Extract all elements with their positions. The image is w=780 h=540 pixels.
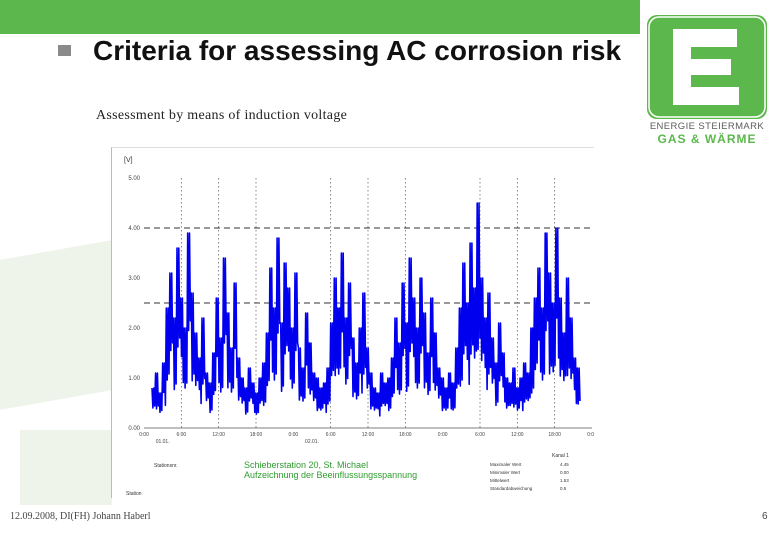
y-axis-ticks: 5.00 4.00 3.00 2.00 1.00 0.00 [128, 176, 140, 432]
footer-date-author: 12.09.2008, DI(FH) Johann Haberl [10, 511, 151, 522]
x-tick-label: 12:00 [511, 432, 524, 438]
background-shape [0, 240, 112, 410]
chart-series [151, 202, 581, 417]
series-line [151, 202, 581, 417]
bullet-square-icon [58, 45, 71, 56]
logo-text-line1: ENERGIE STEIERMARK [649, 121, 765, 132]
induction-voltage-chart: [V] 5.00 4.00 3.00 2.00 1.00 0.00 0:00 6:00 12:… [124, 157, 597, 497]
y-tick-label: 2.00 [128, 326, 140, 332]
x-tick-label: 6:00 [475, 432, 485, 438]
e-logo-icon [648, 16, 766, 118]
y-tick-label: 1.00 [128, 376, 140, 382]
x-tick-label: 12:00 [212, 432, 225, 438]
chart-frame: [V] 5.00 4.00 3.00 2.00 1.00 0.00 0:00 6:00 12:… [111, 147, 597, 498]
statistics-table: Kanal 1 Maximaler Wert 4.45 Minimaler Wert 0… [490, 453, 569, 491]
x-date-label: 01.01. [156, 439, 170, 445]
x-tick-label: 0:00 [438, 432, 448, 438]
background-shape [20, 430, 112, 505]
chart-title: Schieberstation 20, St. Michael [244, 460, 368, 470]
y-tick-label: 0.00 [128, 426, 140, 432]
station-label: Station [126, 491, 142, 497]
stat-label: Standardabweichung [490, 486, 533, 491]
y-tick-label: 5.00 [128, 176, 140, 182]
stat-value: 1.53 [560, 478, 569, 483]
top-green-bar [0, 0, 640, 34]
stat-value: 0.00 [560, 470, 569, 475]
stat-value: 4.45 [560, 462, 569, 467]
stat-label: Mittelwert [490, 478, 510, 483]
logo-text-line2: GAS & WÄRME [657, 132, 757, 146]
slide-title: Criteria for assessing AC corrosion risk [93, 35, 622, 66]
slide-subtitle: Assessment by means of induction voltage [96, 108, 348, 123]
stat-label: Maximaler Wert [490, 462, 522, 467]
station-number-label: Stationsnr. [154, 463, 178, 469]
chart-subtitle: Aufzeichnung der Beeinflussungsspannung [244, 470, 417, 480]
x-axis-ticks: 0:00 6:00 12:00 18:00 0:00 6:00 12:00 18:00 0:00… [139, 432, 597, 445]
x-tick-label: 12:00 [362, 432, 375, 438]
x-tick-label: 6:00 [176, 432, 186, 438]
x-date-label: 02.01. [305, 439, 319, 445]
x-tick-label: 0:00 [139, 432, 149, 438]
x-tick-label: 0:00 [288, 432, 298, 438]
x-tick-label: 0:00 [587, 432, 594, 438]
brand-logo: ENERGIE STEIERMARK GAS & WÄRME [647, 15, 767, 147]
x-tick-label: 18:00 [250, 432, 263, 438]
y-axis-label: [V] [124, 157, 133, 164]
x-tick-label: 6:00 [326, 432, 336, 438]
y-tick-label: 3.00 [128, 276, 140, 282]
stat-value: 0.5 [560, 486, 567, 491]
page-number: 6 [762, 511, 768, 522]
y-tick-label: 4.00 [128, 226, 140, 232]
logo-tile [647, 15, 767, 119]
channel-label: Kanal 1 [552, 453, 569, 459]
stat-label: Minimaler Wert [490, 470, 521, 475]
x-tick-label: 18:00 [399, 432, 412, 438]
x-tick-label: 18:00 [548, 432, 561, 438]
